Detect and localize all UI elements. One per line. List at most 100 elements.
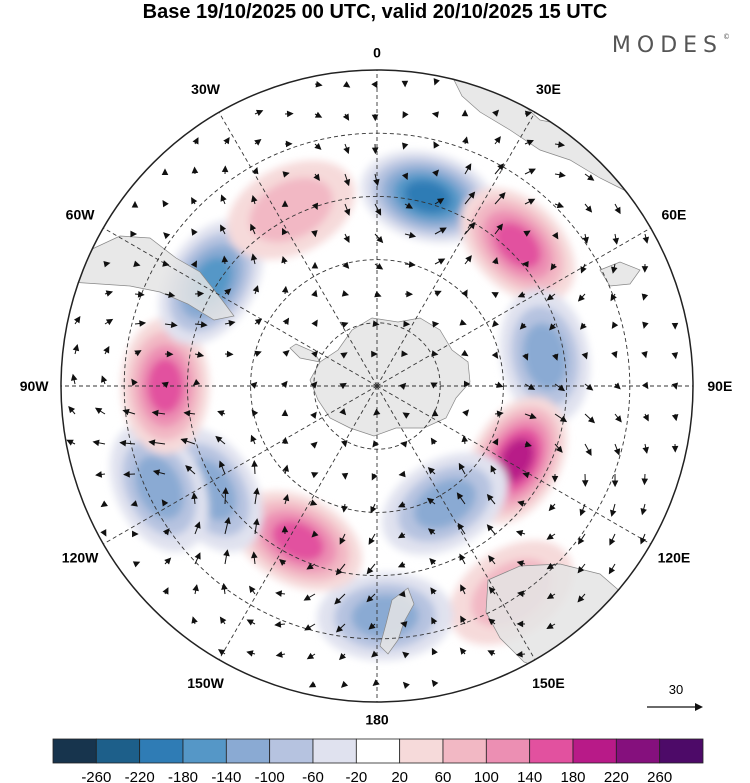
wind-vector bbox=[164, 291, 176, 298]
wind-vector bbox=[459, 647, 467, 655]
wind-vector bbox=[309, 499, 318, 506]
wind-vector bbox=[224, 350, 234, 358]
wind-vector bbox=[486, 493, 496, 505]
wind-vector bbox=[119, 439, 136, 447]
wind-vector bbox=[123, 470, 136, 478]
wind-vector bbox=[461, 349, 469, 357]
colorbar-tick-label: 220 bbox=[604, 769, 629, 783]
wind-vector bbox=[217, 649, 226, 656]
wind-vector bbox=[433, 141, 440, 149]
wind-vector bbox=[251, 551, 258, 565]
wind-vector bbox=[398, 470, 406, 478]
wind-vector bbox=[403, 320, 411, 328]
wind-vector bbox=[134, 320, 147, 327]
wind-vector bbox=[577, 593, 586, 603]
wind-vector bbox=[281, 436, 289, 445]
wind-vector bbox=[161, 499, 169, 507]
wind-vector bbox=[584, 413, 596, 424]
longitude-label: 30W bbox=[191, 81, 221, 97]
wind-vector bbox=[311, 230, 318, 238]
wind-vector bbox=[284, 140, 293, 148]
colorbar-tick-label: -180 bbox=[168, 769, 198, 783]
anomaly-cell bbox=[227, 160, 356, 260]
brand-name: MODES bbox=[611, 33, 723, 58]
wind-vector bbox=[431, 616, 438, 625]
wind-vector bbox=[131, 378, 138, 386]
wind-vector bbox=[368, 533, 376, 545]
wind-vector bbox=[609, 503, 617, 517]
wind-vector bbox=[432, 321, 440, 328]
wind-vector bbox=[366, 563, 376, 575]
wind-vector bbox=[133, 260, 141, 267]
wind-vector bbox=[494, 192, 506, 205]
wind-vector bbox=[254, 318, 263, 326]
wind-vector bbox=[250, 434, 257, 445]
anomaly-contour bbox=[135, 455, 184, 520]
wind-vector bbox=[457, 522, 466, 535]
wind-vector bbox=[371, 113, 379, 122]
wind-vector bbox=[190, 260, 197, 268]
wind-vector bbox=[164, 321, 178, 329]
wind-vector bbox=[192, 584, 199, 595]
wind-vector bbox=[612, 233, 620, 245]
wind-vector bbox=[374, 291, 382, 298]
wind-vector bbox=[434, 258, 446, 265]
wind-vector bbox=[494, 410, 504, 418]
wind-vector bbox=[399, 382, 407, 390]
longitude-line bbox=[376, 385, 536, 660]
wind-vector bbox=[462, 136, 469, 145]
wind-vector bbox=[134, 350, 142, 357]
wind-vector bbox=[524, 139, 534, 146]
wind-vector bbox=[426, 497, 436, 505]
vector-reference-arrowhead bbox=[695, 703, 703, 711]
map-boundary bbox=[60, 69, 694, 703]
colorbar-swatch bbox=[269, 738, 314, 764]
wind-vector bbox=[402, 651, 410, 659]
wind-vector bbox=[334, 593, 346, 605]
wind-vector bbox=[584, 383, 594, 391]
wind-vector bbox=[341, 290, 350, 297]
wind-vector bbox=[642, 321, 649, 329]
colorbar-swatch bbox=[572, 738, 617, 764]
wind-vector bbox=[524, 198, 536, 205]
wind-vector bbox=[311, 530, 319, 538]
colorbar-tick-label: -220 bbox=[125, 769, 155, 783]
wind-vector bbox=[308, 681, 317, 688]
wind-vector bbox=[185, 465, 196, 475]
wind-vector bbox=[223, 136, 230, 145]
wind-vector bbox=[343, 173, 351, 187]
wind-vector bbox=[552, 353, 559, 361]
wind-vector bbox=[464, 163, 472, 175]
anomaly-cell bbox=[110, 423, 209, 552]
wind-vector bbox=[161, 381, 169, 389]
wind-vector bbox=[100, 500, 108, 508]
colorbar-tick-label: 20 bbox=[391, 769, 408, 783]
wind-vector bbox=[221, 582, 228, 595]
colorbar-tick-label: 260 bbox=[647, 769, 672, 783]
wind-vector bbox=[250, 381, 258, 389]
wind-vector bbox=[311, 350, 319, 358]
wind-vector bbox=[130, 230, 138, 238]
wind-vector bbox=[494, 381, 504, 388]
longitude-label: 30E bbox=[536, 81, 561, 97]
longitude-label: 0 bbox=[373, 45, 381, 61]
wind-vector bbox=[70, 373, 78, 385]
wind-vector bbox=[492, 256, 499, 265]
wind-vector bbox=[614, 413, 622, 423]
wind-vector bbox=[521, 260, 529, 268]
wind-vector bbox=[342, 81, 351, 88]
wind-vector bbox=[372, 440, 379, 448]
wind-vector bbox=[339, 653, 347, 661]
wind-vector bbox=[217, 410, 226, 417]
wind-vector bbox=[373, 408, 381, 416]
wind-vector bbox=[306, 563, 316, 570]
wind-vector bbox=[281, 285, 289, 295]
wind-vector bbox=[524, 440, 532, 448]
wind-vector bbox=[584, 173, 595, 181]
wind-vector bbox=[456, 492, 466, 505]
wind-vector bbox=[374, 263, 384, 270]
wind-vector bbox=[431, 409, 439, 417]
anomaly-cell bbox=[361, 150, 495, 243]
wind-vector bbox=[430, 587, 437, 595]
wind-vector bbox=[459, 553, 466, 565]
